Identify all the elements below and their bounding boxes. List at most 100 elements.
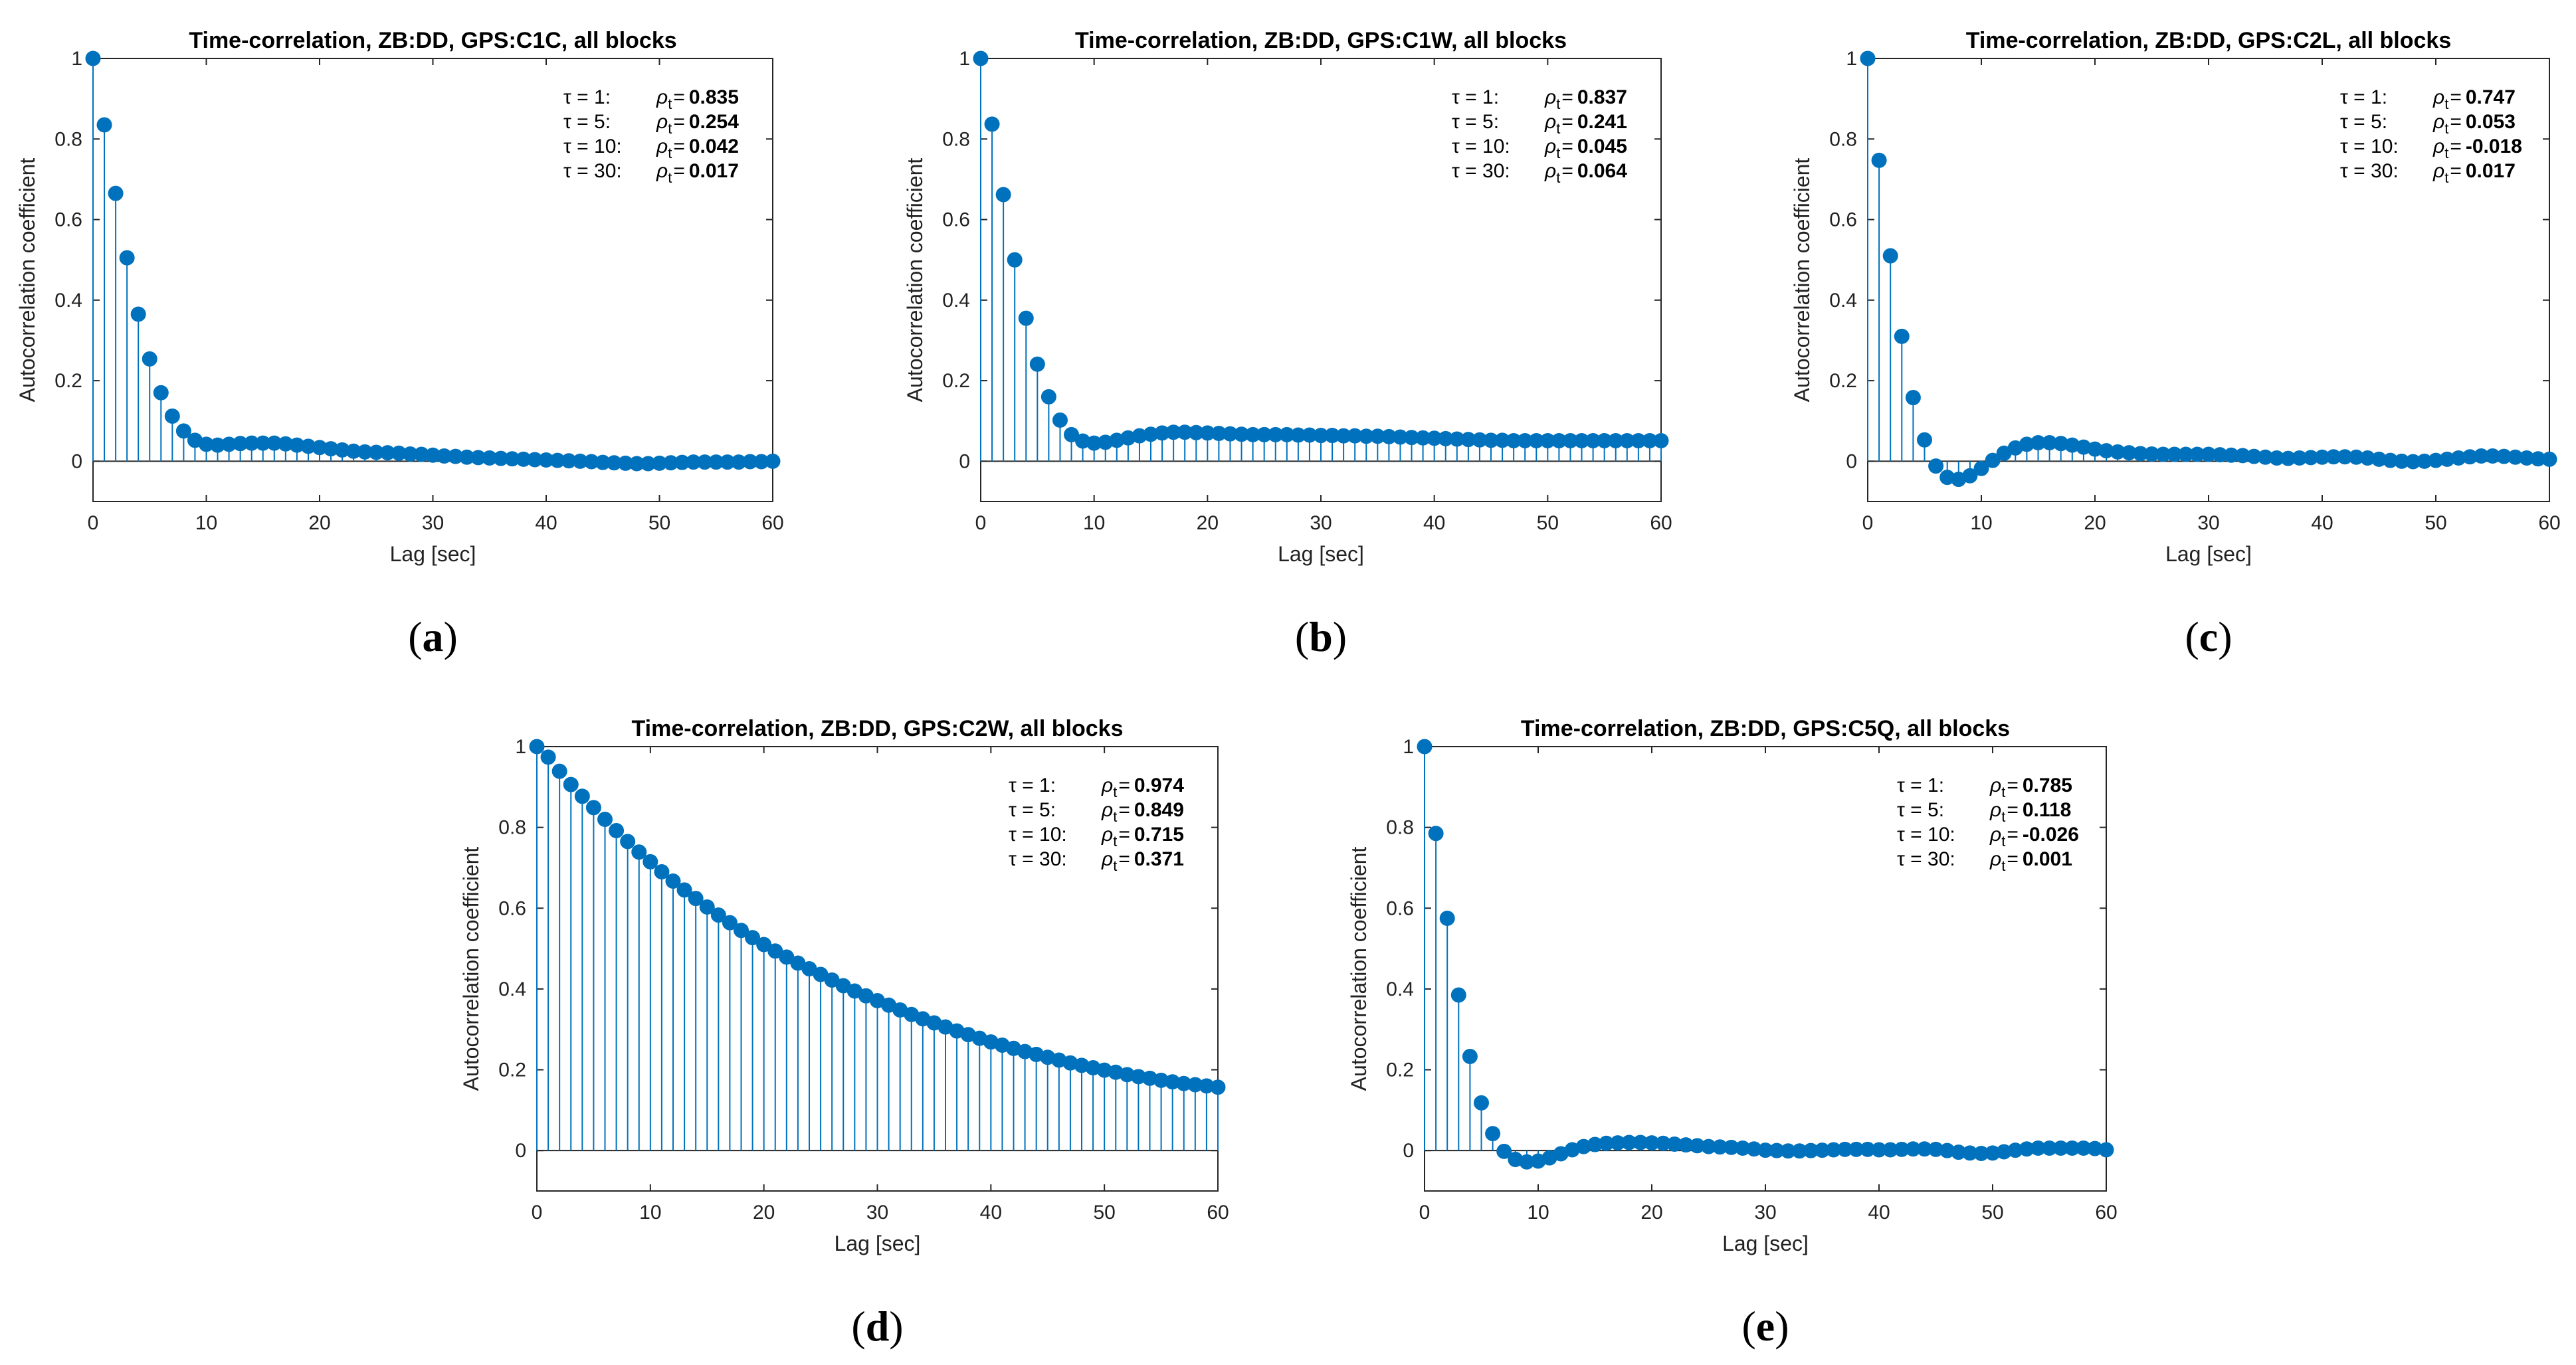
x-tick-label: 30 [866,1202,888,1224]
annotation-equals: = [2450,136,2462,157]
stem-marker [551,763,567,779]
annotation-rho-symbol: ρ [656,160,668,182]
annotation-rho: ρt= 0.715 [1101,824,1184,850]
annotation-rho: ρt= 0.974 [1101,774,1184,800]
annotation-value: 0.042 [689,136,739,157]
y-tick-label: 0.4 [1386,978,1414,1000]
annotation-tau: τ = 30: [1009,848,1067,870]
annotation-value: 0.241 [1577,111,1627,133]
stem-marker [699,899,715,915]
stem-marker [1052,412,1068,428]
y-tick-label: 0 [71,450,82,472]
annotation-rho-subscript: t [2001,833,2005,850]
y-tick-label: 1 [1403,736,1414,758]
x-tick-label: 40 [1423,512,1445,534]
stem-marker [665,873,681,889]
annotation-rho-symbol: ρ [1544,86,1556,108]
x-tick-label: 20 [2084,512,2106,534]
annotation-value: 0.747 [2466,86,2516,108]
stem-marker [1860,50,1876,66]
subfigure-label-open: ( [2185,613,2199,660]
x-tick-label: 0 [975,512,987,534]
annotation-value: 0.835 [689,86,739,108]
annotation-rho-symbol: ρ [656,111,668,133]
y-tick-label: 0.6 [54,209,82,231]
annotation-rho: ρt= 0.747 [2432,86,2516,112]
subfigure-label-letter: c [2199,613,2218,660]
stem-marker [1007,252,1023,268]
annotation-rho-symbol: ρ [2432,136,2444,157]
annotation-rho: ρt= 0.053 [2432,111,2516,137]
annotation-equals: = [1118,824,1130,846]
annotation-rho: ρt= -0.018 [2432,136,2522,161]
annotation-rho-symbol: ρ [656,86,668,108]
stem-marker [676,882,692,898]
annotation-rho-subscript: t [2444,145,2448,161]
chart-panel-b: 0 10 20 30 40 50 60 0 0.2 0.4 0.6 0.8 1 Time-correlat… [903,28,1672,660]
subfigure-label-open: ( [408,613,422,660]
y-tick-label: 0.2 [54,370,82,392]
subfigure-label-close: ) [444,613,458,660]
annotation-tau: τ = 30: [1897,848,1955,870]
annotation-rho: ρt= -0.026 [1989,824,2079,850]
annotation-value: 0.045 [1577,136,1627,157]
annotation-equals: = [673,136,685,157]
annotation-rho: ρt= 0.241 [1544,111,1627,137]
annotation-value: 0.053 [2466,111,2516,133]
stem-marker [175,423,191,439]
stem-marker [1871,152,1887,168]
x-axis-label: Lag [sec] [2165,542,2252,566]
annotation-rho: ρt= 0.835 [656,86,739,112]
annotation-equals: = [1118,799,1130,821]
annotation-rho-subscript: t [1113,858,1117,874]
annotation-value: 0.254 [689,111,739,133]
annotation-equals: = [2007,774,2019,796]
chart-title: Time-correlation, ZB:DD, GPS:C2W, all bl… [632,716,1124,741]
annotation-rho-symbol: ρ [2432,86,2444,108]
annotation-rho-subscript: t [2001,808,2005,825]
stem-marker [1496,1143,1512,1159]
x-axis-label: Lag [sec] [1278,542,1364,566]
x-tick-label: 60 [2095,1202,2117,1224]
stem-marker [1018,310,1034,326]
stem-marker [1928,458,1944,474]
stem-marker [2541,451,2557,467]
annotation-value: 0.715 [1134,824,1184,846]
annotation-rho: ρt= 0.017 [2432,160,2516,186]
annotation-tau: τ = 1: [1009,774,1056,796]
stem-marker [1905,390,1921,406]
annotation-rho: ρt= 0.371 [1101,848,1184,874]
x-tick-label: 60 [1650,512,1672,534]
annotation-value: -0.018 [2466,136,2522,157]
x-tick-label: 10 [639,1202,661,1224]
y-axis-label: Autocorrelation coefficient [459,847,483,1091]
annotation-tau: τ = 10: [1452,136,1510,157]
stem-marker [620,834,636,850]
stem-marker [108,185,124,201]
stem-marker [710,907,726,923]
y-tick-label: 0.8 [942,128,970,150]
y-axis-label: Autocorrelation coefficient [903,158,927,403]
y-tick-label: 0 [1403,1140,1414,1162]
x-tick-label: 50 [648,512,670,534]
annotation-tau: τ = 10: [563,136,622,157]
x-axis-label: Lag [sec] [1722,1231,1809,1255]
annotation-rho-subscript: t [1556,120,1560,137]
annotation-rho: ρt= 0.118 [1989,799,2071,825]
stem-marker [654,864,670,880]
subfigure-label: (c) [2185,613,2232,660]
chart-panel-a: 0 10 20 30 40 50 60 0 0.2 0.4 0.6 0.8 1 Time-correlat… [15,28,784,660]
stem-marker [1917,432,1932,448]
annotation-equals: = [673,111,685,133]
annotation-tau: τ = 5: [1897,799,1944,821]
stem-marker [597,811,613,827]
annotation-rho-symbol: ρ [1989,774,2001,796]
annotation-value: 0.837 [1577,86,1627,108]
stem-series [1417,739,2114,1170]
annotation-rho-subscript: t [668,169,672,186]
x-tick-label: 20 [308,512,330,534]
annotation-rho: ρt= 0.001 [1989,848,2072,874]
annotation-rho-subscript: t [1113,784,1117,800]
stem-marker [631,844,647,860]
